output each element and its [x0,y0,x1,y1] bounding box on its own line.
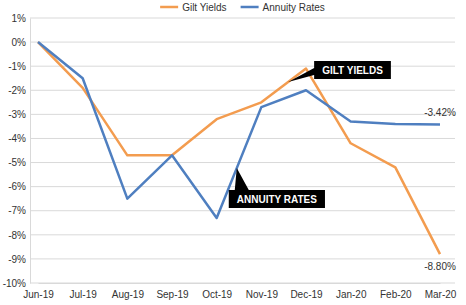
legend-swatch [241,6,259,9]
data-label: -3.42% [424,107,456,118]
y-tick-label: -10% [3,278,26,289]
legend-item: Gilt Yields [160,2,226,13]
legend-swatch [160,6,178,9]
x-tick: Oct-19 [202,283,232,300]
x-tick: Nov-19 [246,283,279,300]
x-tick-label: Feb-20 [380,289,412,300]
y-axis-line [30,19,31,284]
annotation: GILT YIELDS [288,61,391,82]
x-tick-label: Mar-20 [425,289,457,300]
grid-line [30,90,455,91]
grid-line [30,258,455,259]
y-tick: -5% [8,157,30,168]
legend-label: Gilt Yields [182,2,226,13]
x-tick: Mar-20 [425,283,457,300]
annotation-box [288,61,391,82]
annotation-text: GILT YIELDS [322,65,383,76]
data-label: -8.80% [424,261,456,272]
grid-line [30,42,455,43]
plot-area [38,42,440,254]
y-tick: -6% [8,181,30,192]
y-tick: -9% [8,254,30,265]
y-tick-label: -5% [8,157,26,168]
x-tick: Dec-19 [290,283,323,300]
legend-item: Annuity Rates [241,2,325,13]
y-tick: -7% [8,205,30,216]
y-axis: 1% 0% -1% -2% -3% -4% -5% -6% -7% -8% -9% -10% [3,13,31,289]
y-tick: -8% [8,230,30,241]
y-tick: -3% [8,109,30,120]
grid [30,18,455,283]
x-tick-label: Jan-20 [336,289,367,300]
grid-line [30,66,455,67]
legend: Gilt Yields Annuity Rates [160,2,325,13]
x-axis-line [39,283,441,284]
annotation: ANNUITY RATES [229,168,325,208]
grid-line [30,114,455,115]
x-tick: Jan-20 [336,283,367,300]
x-tick: Jun-19 [23,283,54,300]
x-tick-label: Jul-19 [70,289,98,300]
y-tick: -2% [8,85,30,96]
x-axis: Jun-19 Jul-19 Aug-19 Sep-19 Oct-19 Nov-19 Dec-… [23,283,457,300]
x-tick: Feb-20 [380,283,412,300]
y-tick-label: -8% [8,230,26,241]
y-tick-label: -2% [8,85,26,96]
x-tick-label: Dec-19 [290,289,323,300]
grid-line [30,18,455,19]
y-tick: -4% [8,133,30,144]
x-tick-label: Jun-19 [23,289,54,300]
x-tick: Sep-19 [156,283,189,300]
y-tick: 0% [12,37,30,48]
x-tick: Jul-19 [70,283,98,300]
x-tick-label: Nov-19 [246,289,279,300]
y-tick-label: -1% [8,61,26,72]
grid-line [30,138,455,139]
x-tick-label: Oct-19 [202,289,232,300]
x-tick-label: Sep-19 [156,289,189,300]
annotation-text: ANNUITY RATES [237,194,318,205]
y-tick-label: -3% [8,109,26,120]
legend-label: Annuity Rates [263,2,325,13]
y-tick-label: -9% [8,254,26,265]
y-tick: -1% [8,61,30,72]
y-tick-label: -7% [8,205,26,216]
x-tick-label: Aug-19 [112,289,145,300]
series-line [38,42,440,218]
grid-line [30,210,455,211]
grid-line [30,283,455,284]
series-line [38,42,440,254]
grid-line [30,234,455,235]
y-tick-label: -4% [8,133,26,144]
y-tick-label: 0% [12,37,27,48]
y-tick-label: -6% [8,181,26,192]
y-tick-label: 1% [12,13,27,24]
x-tick: Aug-19 [112,283,145,300]
y-tick: -10% [3,278,30,289]
grid-line [30,162,455,163]
annotation-box [229,168,325,208]
chart: 1% 0% -1% -2% -3% -4% -5% -6% -7% -8% -9% -10%Jun-1… [0,0,466,305]
y-tick: 1% [12,13,30,24]
